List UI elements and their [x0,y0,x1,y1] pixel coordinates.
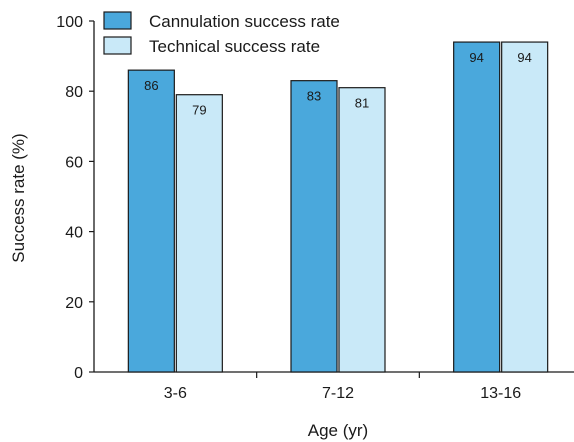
y-tick-label: 0 [74,365,83,382]
data-label: 79 [192,103,206,118]
legend-label-technical: Technical success rate [149,37,320,56]
y-axis-title: Success rate (%) [9,133,28,262]
y-tick-label: 20 [65,295,83,312]
data-label: 94 [469,50,483,65]
data-label: 81 [355,96,369,111]
x-tick-label: 3-6 [164,385,187,402]
x-tick-label: 7-12 [322,385,354,402]
x-axis-title: Age (yr) [308,421,368,440]
bar [338,87,386,373]
y-tick-label: 40 [65,225,83,242]
legend: Cannulation success rate Technical succe… [103,11,340,56]
y-tick-label: 80 [65,84,83,101]
y-tick-label: 60 [65,154,83,171]
bar [175,94,223,373]
data-label: 86 [144,78,158,93]
y-tick-label: 100 [56,14,83,31]
bar [501,41,549,373]
data-label: 83 [307,89,321,104]
bar [453,41,501,373]
legend-label-cannulation: Cannulation success rate [149,12,340,31]
data-label: 94 [517,50,531,65]
plot-area: 0 20 40 60 80 100 3-6 86 79 7-12 83 81 13-16 94 94 [56,14,574,402]
bar [290,80,338,373]
x-tick-label: 13-16 [480,385,521,402]
legend-swatch-technical [103,36,132,55]
bar [127,69,175,373]
legend-swatch-cannulation [103,11,132,30]
